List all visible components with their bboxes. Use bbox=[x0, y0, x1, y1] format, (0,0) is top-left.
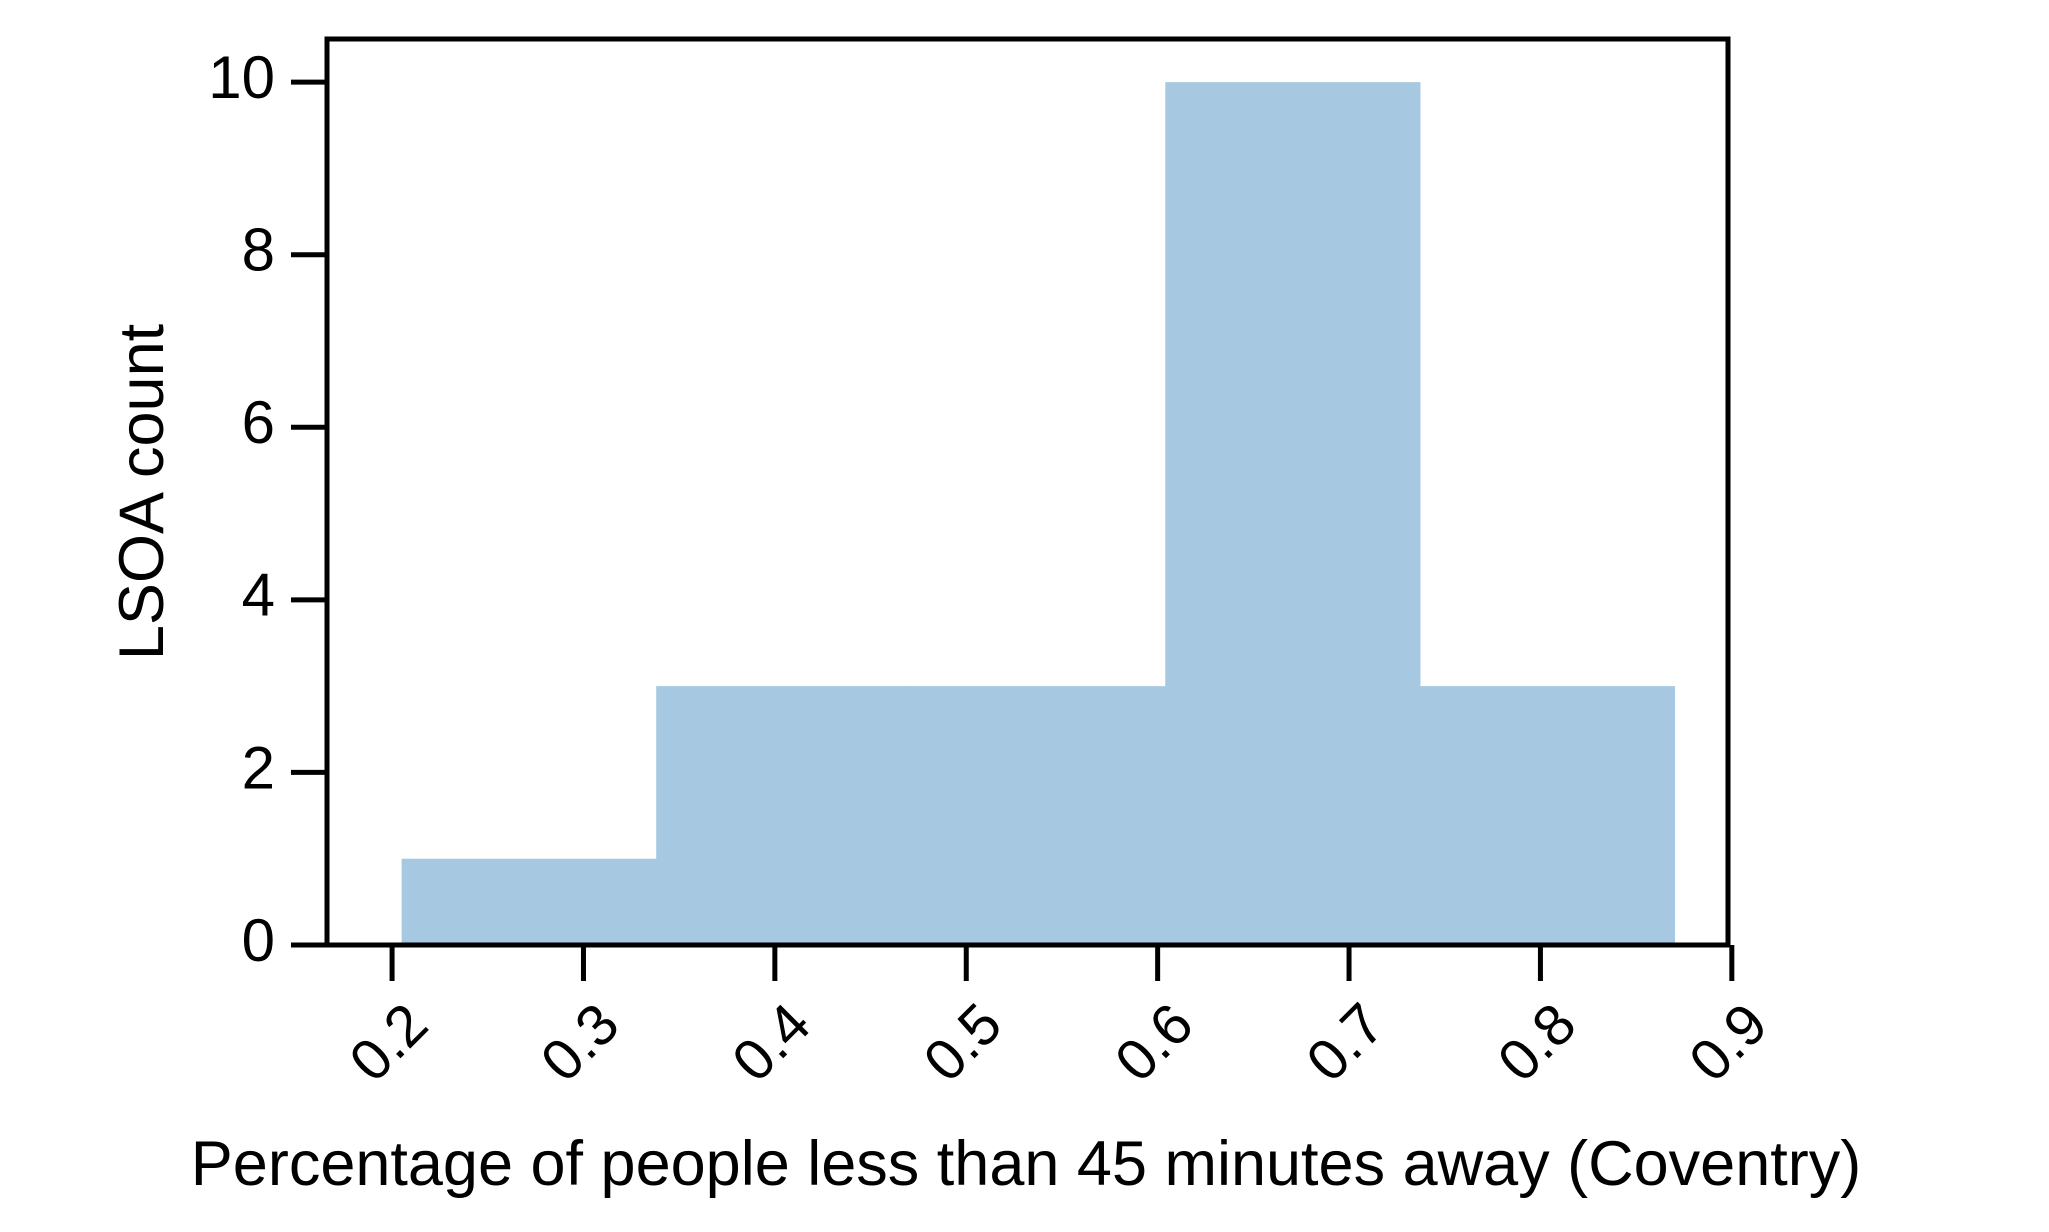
x-axis-label: Percentage of people less than 45 minute… bbox=[191, 1129, 1861, 1199]
x-tick-label-7: 0.8 bbox=[1485, 991, 1588, 1094]
x-tick-label-8: 0.9 bbox=[1677, 991, 1780, 1094]
histogram-bar-4 bbox=[1165, 82, 1421, 945]
histogram-bar-3 bbox=[910, 686, 1166, 945]
y-tick-label-6: 10 bbox=[208, 44, 275, 111]
bars-layer bbox=[401, 82, 1676, 945]
x-tick-label-1: 0.2 bbox=[337, 991, 440, 1094]
y-axis-label: LSOA count bbox=[107, 323, 177, 660]
x-tick-label-2: 0.3 bbox=[529, 991, 632, 1094]
y-tick-label-5: 8 bbox=[242, 217, 275, 284]
histogram-bar-1 bbox=[401, 858, 657, 945]
y-tick-label-1: 0 bbox=[242, 907, 275, 974]
y-tick-label-2: 2 bbox=[242, 734, 275, 801]
y-tick-label-4: 6 bbox=[242, 389, 275, 456]
y-axis-ticks: 0 2 4 6 8 10 bbox=[208, 44, 327, 974]
x-tick-label-5: 0.6 bbox=[1103, 991, 1206, 1094]
x-tick-label-4: 0.5 bbox=[911, 991, 1014, 1094]
histogram-bar-2 bbox=[656, 686, 912, 945]
x-tick-label-3: 0.4 bbox=[720, 991, 823, 1094]
x-tick-label-6: 0.7 bbox=[1294, 991, 1397, 1094]
x-axis-ticks: 0.2 0.3 0.4 0.5 0.6 0.7 0.8 0.9 bbox=[337, 945, 1780, 1094]
y-tick-label-3: 4 bbox=[242, 562, 275, 629]
plot-frame bbox=[324, 36, 1731, 948]
histogram-bar-5 bbox=[1419, 686, 1676, 945]
